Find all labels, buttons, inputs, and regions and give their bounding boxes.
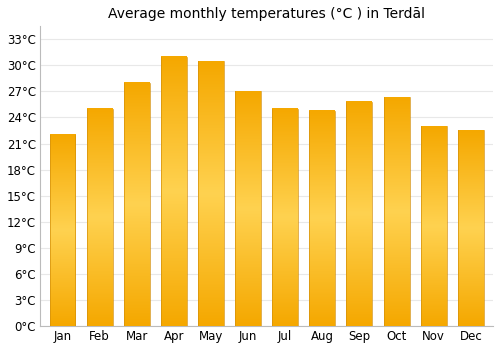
Title: Average monthly temperatures (°C ) in Terdāl: Average monthly temperatures (°C ) in Te… xyxy=(108,7,425,21)
